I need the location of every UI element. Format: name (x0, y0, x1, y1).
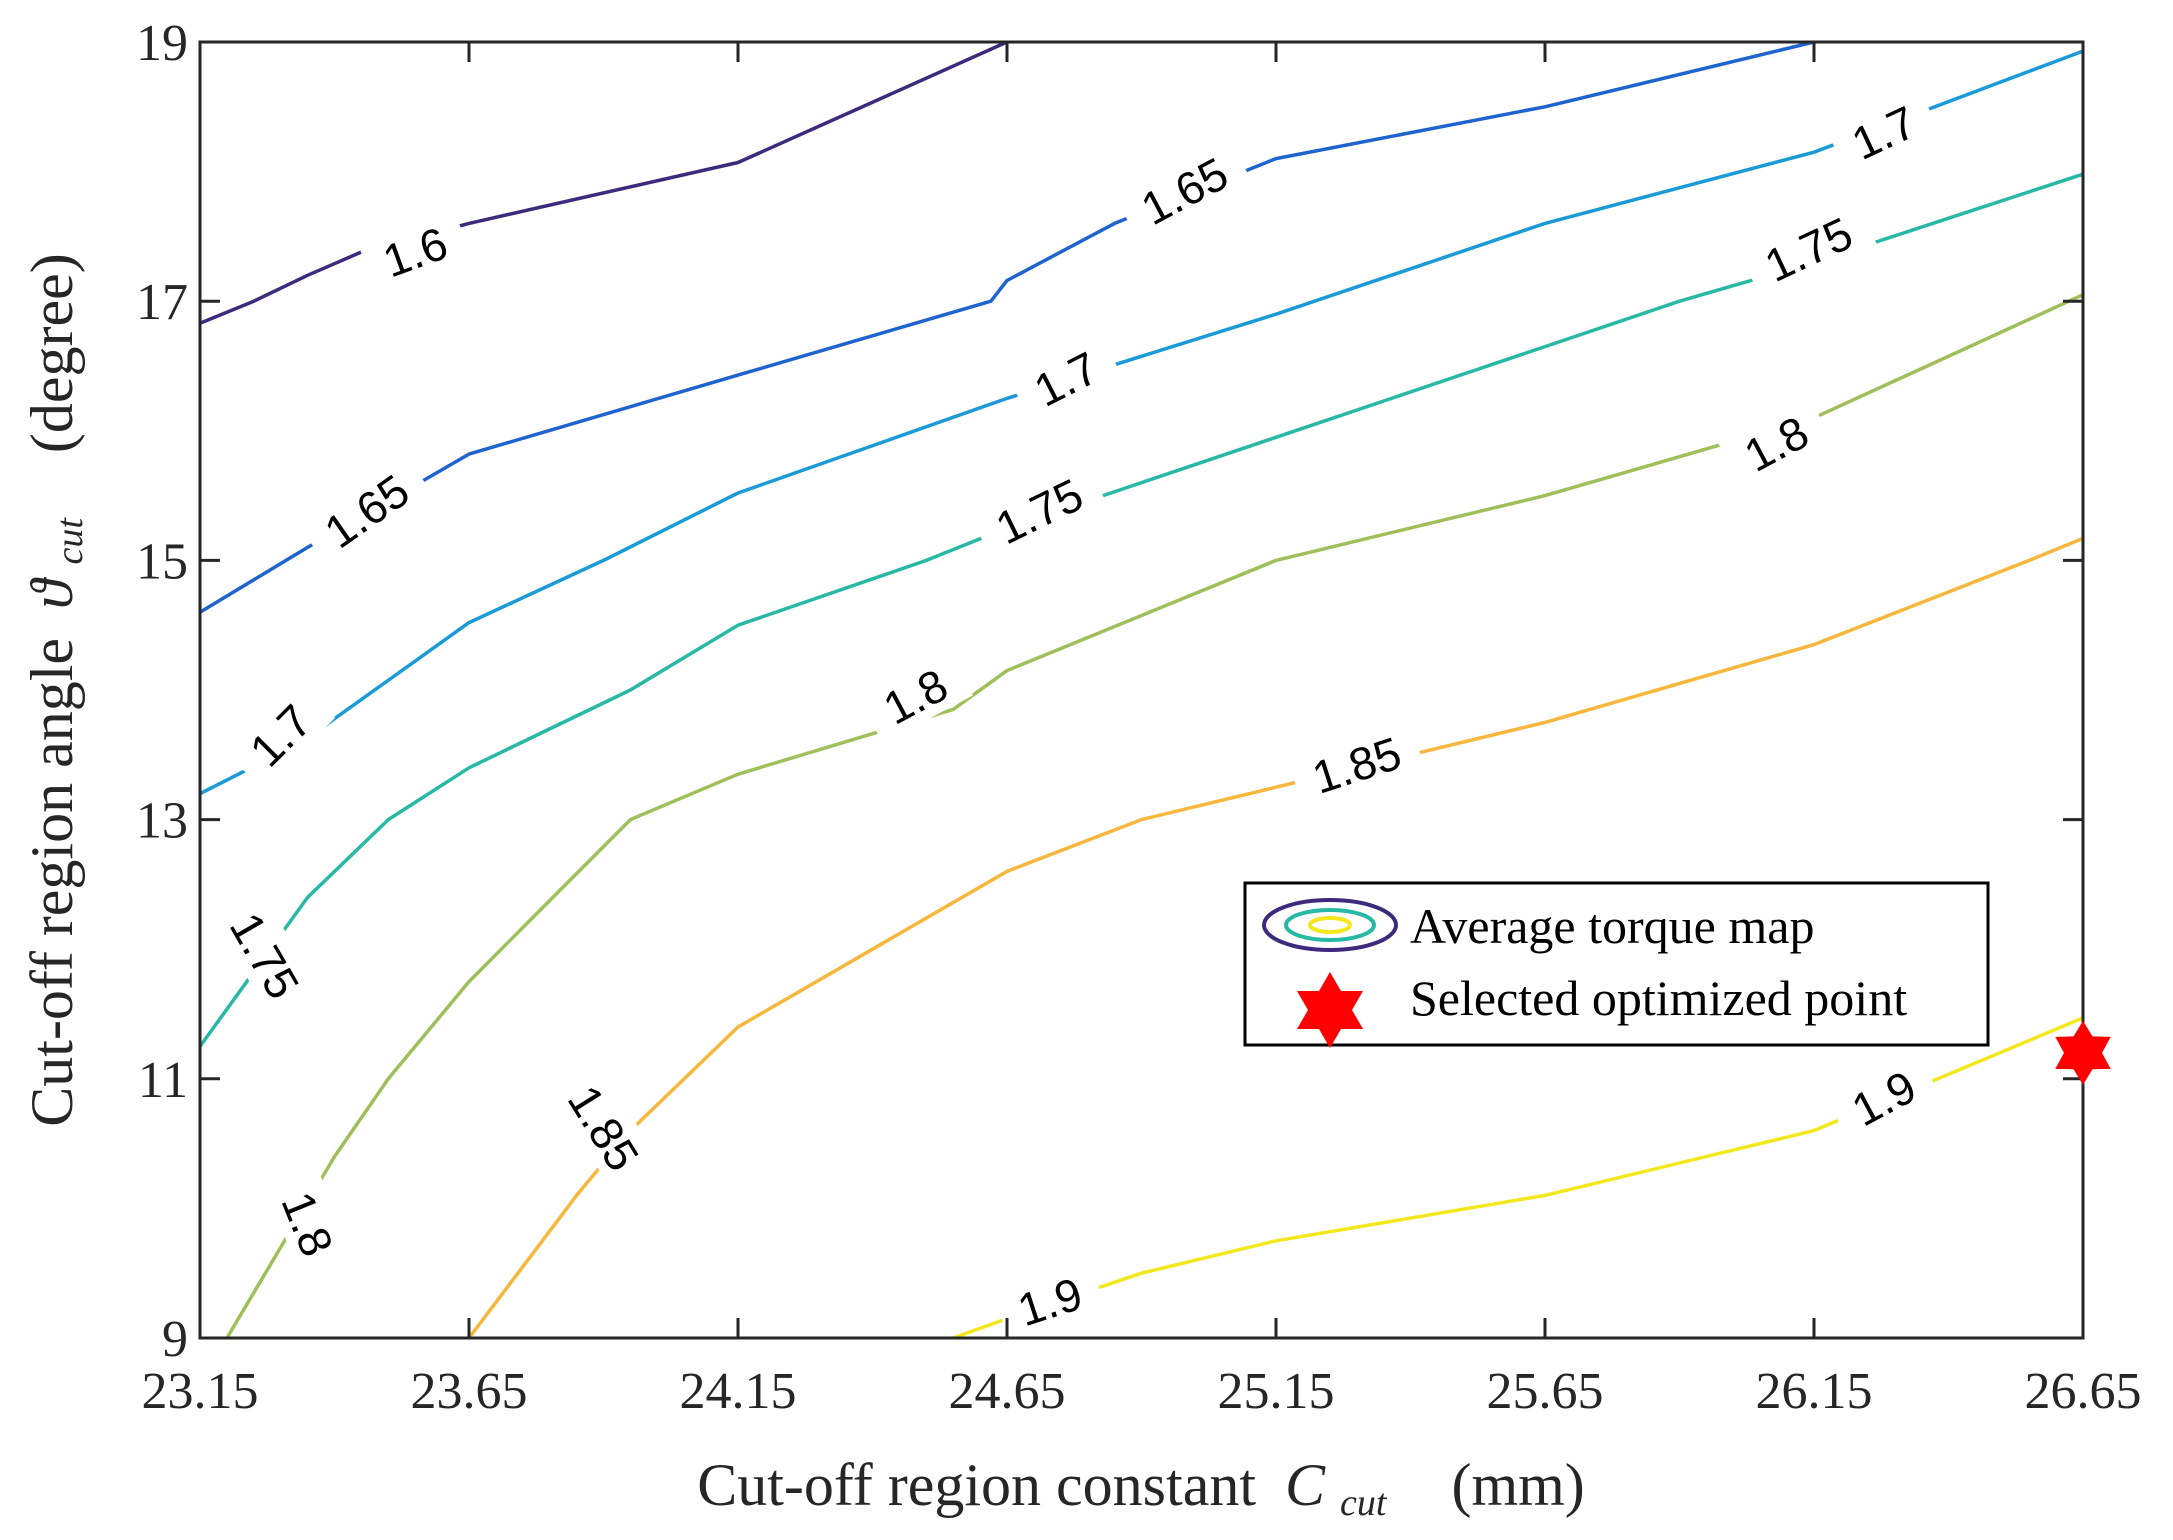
contour-line-1-8 (225, 293, 2084, 1339)
y-tick-label: 17 (136, 274, 188, 331)
x-axis-symbol: C (1285, 1452, 1326, 1518)
legend-entry-optimized-point: Selected optimized point (1410, 970, 1907, 1026)
x-axis-subscript: cut (1340, 1482, 1388, 1524)
contour-label-backdrop (1113, 134, 1254, 245)
legend-ellipse-outer (1262, 898, 1398, 952)
contour-label-backdrop (223, 678, 336, 790)
contour-label-backdrop (856, 646, 973, 744)
contour-label-backdrop (297, 449, 435, 570)
x-tick-label: 23.65 (411, 1363, 528, 1420)
x-tick-label: 24.15 (680, 1363, 797, 1420)
contour-label-backdrop (992, 1257, 1107, 1343)
contour-label-backdrop (1824, 1047, 1942, 1146)
legend-ellipse-middle (1284, 908, 1376, 942)
contour-label-backdrop (1717, 393, 1834, 491)
x-tick-label: 24.65 (949, 1363, 1066, 1420)
x-tick-label: 26.15 (1756, 1363, 1873, 1420)
contour-label-backdrop (1824, 83, 1942, 178)
contour-label-backdrop (968, 456, 1109, 563)
contour-label-backdrop (547, 1057, 663, 1197)
y-tick-label: 15 (136, 533, 188, 590)
y-axis-unit: (degree) (19, 253, 85, 453)
contour-label-backdrop (1286, 716, 1426, 810)
contour-label-backdrop (210, 885, 323, 1025)
contour-line-1-7 (199, 49, 2084, 796)
contour-legend-icon (1262, 898, 1398, 952)
contour-label-backdrop (357, 206, 473, 294)
legend-star-icon (1297, 972, 1363, 1048)
y-axis-symbol: ϑ (19, 576, 85, 609)
x-tick-label: 26.65 (2025, 1363, 2142, 1420)
y-tick-label: 11 (138, 1052, 188, 1109)
x-axis-title: Cut-off region constant C cut (mm) (697, 1452, 1585, 1528)
y-axis-title: Cut-off region angle ϑ cut (degree) (19, 253, 95, 1127)
legend: Average torque map Selected optimized po… (1243, 881, 1990, 1048)
contour-line-1-75 (198, 172, 2084, 1048)
legend-box (1243, 881, 1990, 1047)
contour-label-backdrop (1007, 329, 1124, 426)
contour-label-backdrop (264, 1165, 355, 1282)
y-axis-subscript: cut (49, 517, 91, 565)
y-tick-label: 19 (136, 15, 188, 72)
marker-layer (2055, 1020, 2111, 1085)
axis-ticks: 23.15 23.65 24.15 24.65 25.15 25.65 26.15 26.65… (136, 15, 2142, 1420)
plot-area-border (198, 40, 2085, 1340)
legend-ellipse-inner (1308, 916, 1352, 934)
x-tick-label: 25.65 (1487, 1363, 1604, 1420)
x-axis-unit: (mm) (1451, 1452, 1584, 1518)
x-tick-label: 23.15 (142, 1363, 259, 1420)
x-tick-label: 25.15 (1218, 1363, 1335, 1420)
legend-entry-torque-map: Average torque map (1410, 898, 1814, 954)
y-tick-label: 13 (136, 793, 188, 850)
selected-optimized-point-marker (2055, 1020, 2111, 1085)
contour-label-backdrop (1737, 195, 1878, 301)
y-tick-label: 9 (162, 1311, 188, 1368)
y-axis-label: Cut-off region angle (19, 638, 85, 1127)
contour-label-group: 1.8 (1717, 393, 1834, 491)
x-axis-label: Cut-off region constant (697, 1452, 1256, 1518)
